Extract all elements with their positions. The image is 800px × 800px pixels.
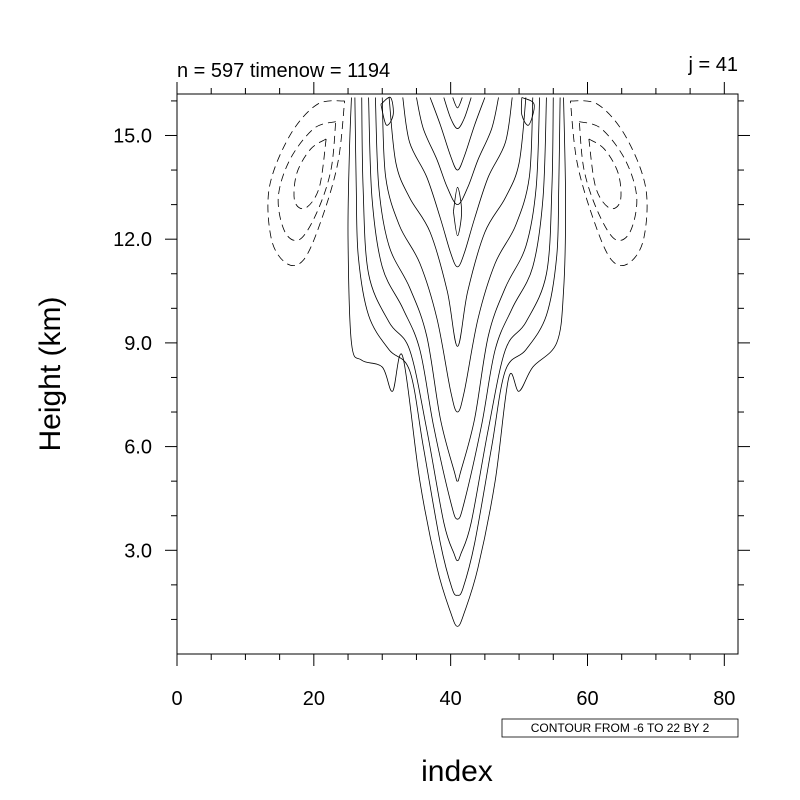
contour-info-box [501, 718, 739, 738]
y-tick-label: 3.0 [124, 540, 152, 562]
x-axis-title: index [421, 755, 493, 788]
y-tick-label: 6.0 [124, 437, 152, 459]
contour-closed-12 [453, 186, 463, 237]
contour-line-22 [452, 97, 463, 109]
y-tick-label: 15.0 [113, 125, 152, 147]
contour-line-4 [361, 97, 554, 562]
contour-line-neg4 [578, 121, 638, 241]
x-tick-label: 80 [713, 688, 735, 710]
y-tick-labels: 3.0 6.0 9.0 12.0 15.0 [113, 125, 152, 562]
contour-line-12 [388, 97, 527, 347]
contour-line-neg2 [569, 100, 648, 267]
x-tick-label: 0 [171, 688, 182, 710]
y-tick-label: 12.0 [113, 229, 152, 251]
y-axis-title: Height (km) [34, 296, 67, 451]
plot-frame [176, 93, 739, 655]
contour-line-neg6 [293, 138, 327, 210]
contour-closed-10 [380, 96, 394, 126]
right-header-string: j = 41 [688, 54, 738, 76]
x-tick-label: 60 [576, 688, 598, 710]
x-tick-labels: 0 20 40 60 80 [171, 688, 735, 710]
y-tick-label: 9.0 [124, 333, 152, 355]
x-tick-label: 40 [440, 688, 462, 710]
contour-line-0 [347, 97, 567, 627]
contour-line-16 [416, 97, 499, 206]
contour-closed-10 [520, 97, 535, 126]
contour-line-neg6 [588, 138, 622, 210]
contour-line-10 [381, 97, 534, 413]
axis-ticks [165, 82, 750, 666]
contour-info-label: CONTOUR FROM -6 TO 22 BY 2 [531, 721, 710, 735]
contour-line-6 [368, 97, 547, 520]
contour-lines [267, 96, 648, 627]
contour-line-2 [354, 97, 561, 596]
contour-line-neg4 [277, 121, 337, 241]
contour-line-20 [443, 97, 472, 129]
contour-line-neg2 [267, 100, 346, 267]
contour-line-8 [375, 97, 540, 482]
contour-line-18 [429, 97, 486, 171]
contour-line-14 [402, 97, 513, 268]
x-tick-label: 20 [303, 688, 325, 710]
left-header-string: n = 597 timenow = 1194 [177, 60, 390, 82]
